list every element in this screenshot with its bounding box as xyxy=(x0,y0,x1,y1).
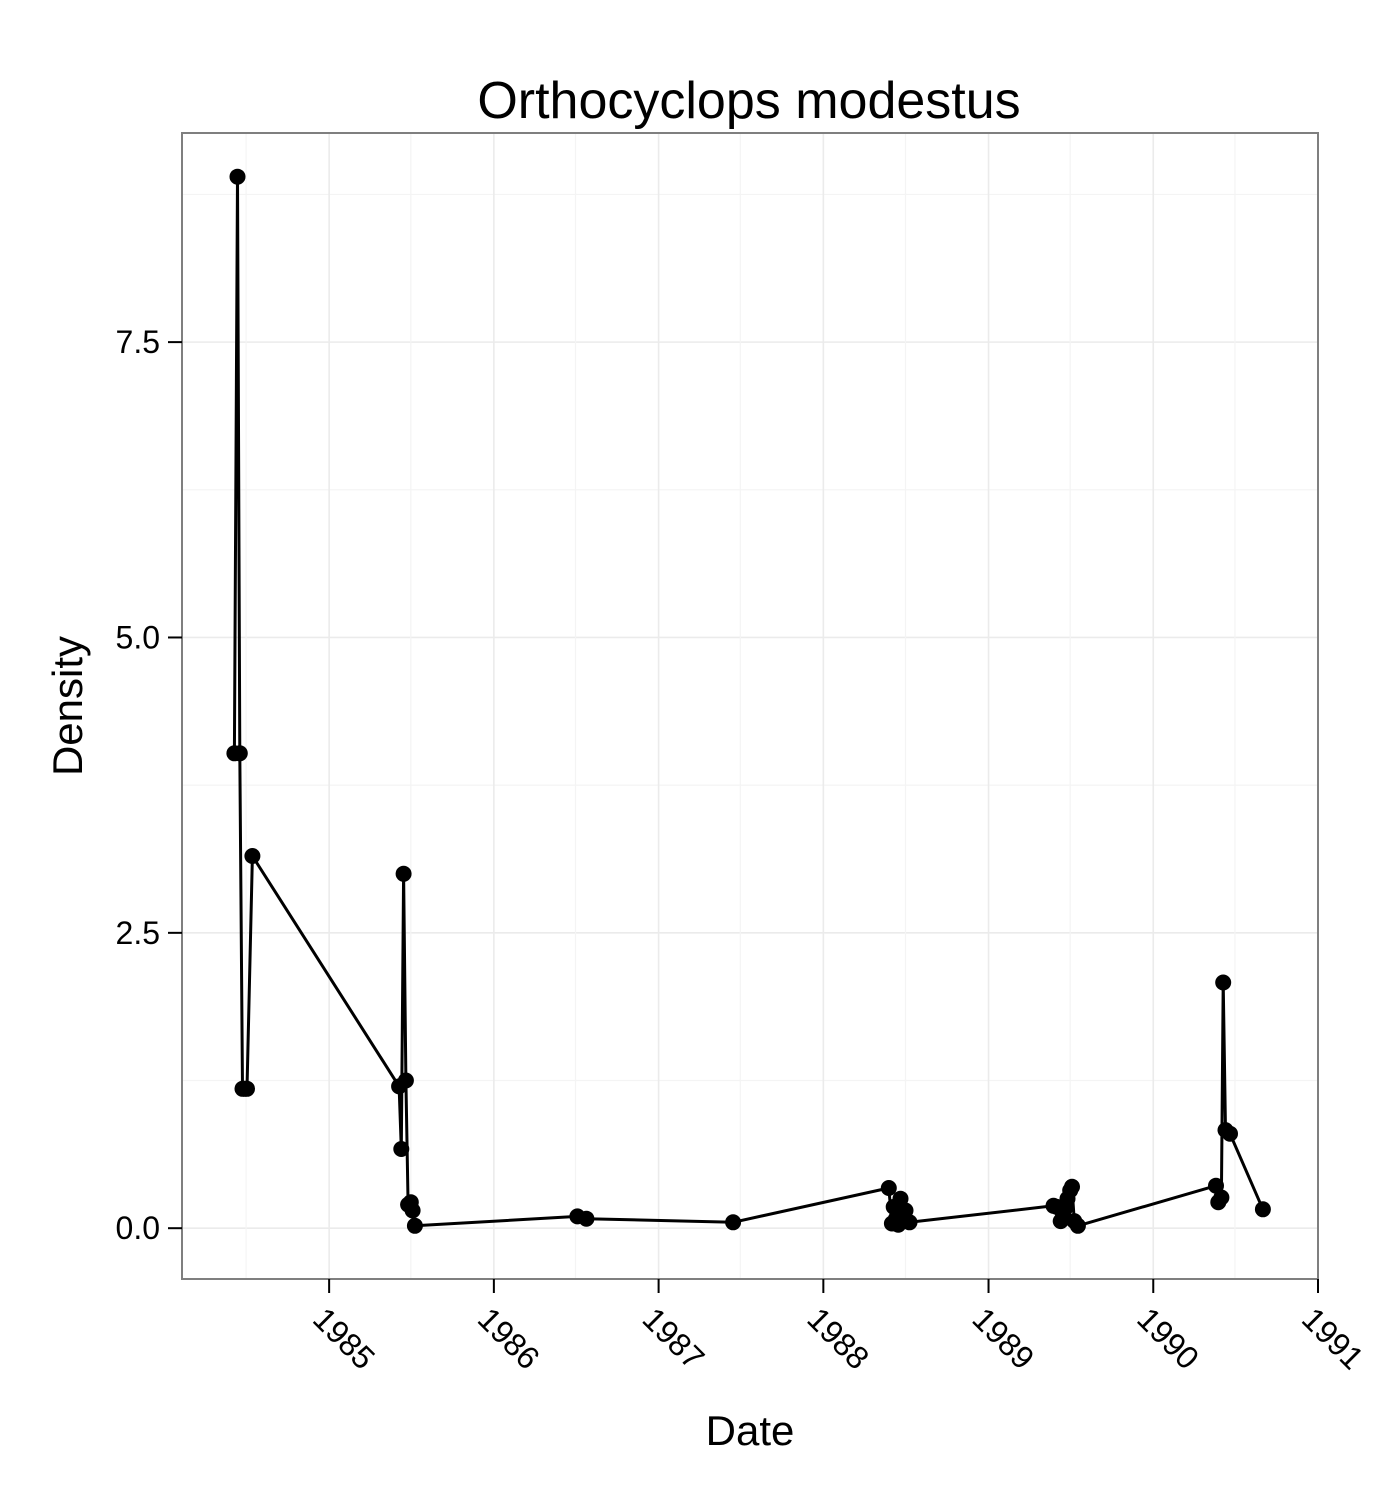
y-tick-label: 2.5 xyxy=(116,915,160,951)
data-point xyxy=(393,1141,410,1157)
data-point xyxy=(725,1214,742,1231)
plot-panel xyxy=(181,132,1319,1280)
data-point xyxy=(231,745,248,762)
data-point xyxy=(880,1180,897,1196)
data-point xyxy=(239,1080,255,1097)
data-point xyxy=(1254,1201,1271,1218)
data-point xyxy=(901,1214,918,1231)
x-tick-label: 1985 xyxy=(306,1300,382,1376)
data-point xyxy=(1222,1125,1238,1142)
data-point xyxy=(404,1202,421,1219)
x-tick-label: 1986 xyxy=(471,1300,547,1376)
data-point xyxy=(395,865,412,882)
data-point xyxy=(1064,1178,1080,1195)
x-tick-label: 1988 xyxy=(800,1300,876,1376)
x-tick-label: 1990 xyxy=(1130,1300,1206,1376)
series-line xyxy=(232,175,1265,1228)
data-point xyxy=(1215,974,1232,991)
y-tick-label: 7.5 xyxy=(116,324,160,360)
x-tick-label: 1991 xyxy=(1295,1300,1371,1376)
y-axis-title: Density xyxy=(44,636,91,776)
y-tick-label: 0.0 xyxy=(116,1210,160,1246)
x-axis-title: Date xyxy=(706,1407,795,1454)
y-tick-label: 5.0 xyxy=(116,619,160,655)
data-point xyxy=(229,168,246,185)
x-tick-label: 1987 xyxy=(636,1300,712,1376)
x-axis: 1985 1986 1987 1988 1989 1990 1991 xyxy=(306,1279,1371,1376)
data-point xyxy=(1069,1217,1086,1234)
data-point xyxy=(578,1210,595,1227)
data-point xyxy=(244,848,261,864)
data-point xyxy=(397,1072,414,1089)
grid xyxy=(182,133,1318,1279)
data-point xyxy=(1213,1189,1230,1206)
y-axis: 0.0 2.5 5.0 7.5 xyxy=(116,324,182,1246)
x-tick-label: 1989 xyxy=(966,1300,1042,1376)
series-group xyxy=(226,168,1271,1234)
data-point xyxy=(406,1217,423,1234)
chart-title: Orthocyclops modestus xyxy=(477,72,1020,130)
